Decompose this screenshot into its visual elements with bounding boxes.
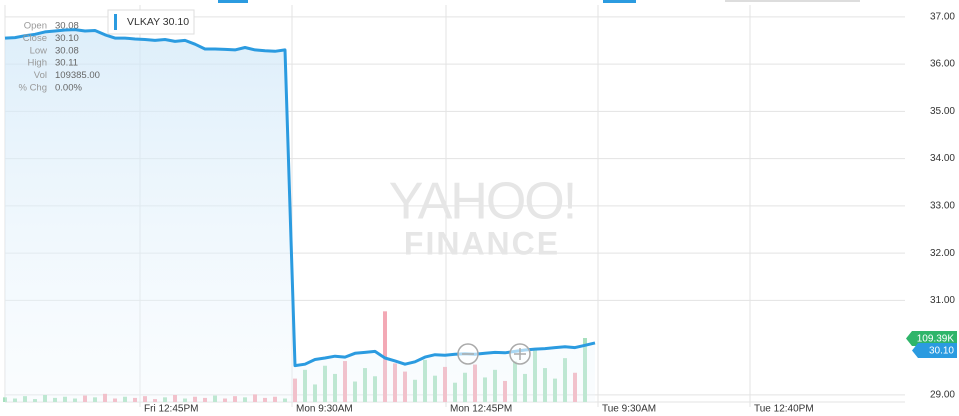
tooltip-label: Close — [23, 33, 47, 44]
watermark: YAHOO! FINANCE — [389, 173, 577, 262]
tooltip-value: 30.10 — [55, 33, 79, 44]
y-tick-label: 29.00 — [930, 390, 955, 401]
tooltip-label: Open — [24, 21, 47, 32]
tooltip-label: Vol — [34, 70, 47, 81]
tab-indicator — [218, 0, 248, 3]
tooltip-value: 30.11 — [55, 58, 78, 69]
tooltip-value: 30.08 — [55, 21, 79, 32]
volume-badge — [906, 331, 957, 346]
x-tick-label: Tue 9:30AM — [602, 404, 656, 415]
legend-box — [107, 9, 195, 35]
y-tick-label: 36.00 — [930, 59, 955, 70]
legend-label: VLKAY 30.10 — [127, 16, 189, 28]
tooltip-label: % Chg — [18, 83, 47, 94]
volume-badge-text: 109.39K — [917, 334, 955, 345]
watermark-text: FINANCE — [404, 225, 560, 261]
watermark-text: YAHOO! — [389, 173, 575, 231]
tooltip-value: 109385.00 — [55, 70, 100, 81]
tooltip-value: 0.00% — [55, 83, 82, 94]
tooltip-label: Low — [30, 45, 48, 56]
plot — [4, 28, 596, 402]
y-tick-label: 34.00 — [930, 153, 955, 164]
y-tick-label: 31.00 — [930, 295, 955, 306]
zoom-controls[interactable] — [457, 343, 531, 365]
tab-indicator — [725, 0, 860, 2]
badges: 109.39K 30.10 — [906, 331, 957, 358]
y-tick-label: 35.00 — [930, 106, 955, 117]
y-tick-label: 37.00 — [930, 11, 955, 22]
x-tick-label: Mon 12:45PM — [450, 404, 512, 415]
area-fill — [5, 29, 595, 402]
tab-indicator — [603, 0, 636, 3]
tooltip-value: 30.08 — [55, 45, 79, 56]
price-line — [4, 28, 596, 368]
y-tick-label: 33.00 — [930, 201, 955, 212]
tooltip: Open 30.08 Close 30.10 Low 30.08 High 30.11 Vol 1… — [18, 21, 99, 94]
legend: VLKAY 30.10 — [107, 9, 195, 35]
x-tick-label: Mon 9:30AM — [296, 404, 353, 415]
tooltip-label: High — [27, 58, 47, 69]
x-tick-label: Tue 12:40PM — [754, 404, 814, 415]
legend-swatch — [114, 14, 117, 30]
y-tick-label: 32.00 — [930, 248, 955, 259]
x-tick-label: Fri 12:45PM — [144, 404, 198, 415]
price-badge-text: 30.10 — [929, 346, 954, 357]
price-badge — [912, 343, 957, 358]
